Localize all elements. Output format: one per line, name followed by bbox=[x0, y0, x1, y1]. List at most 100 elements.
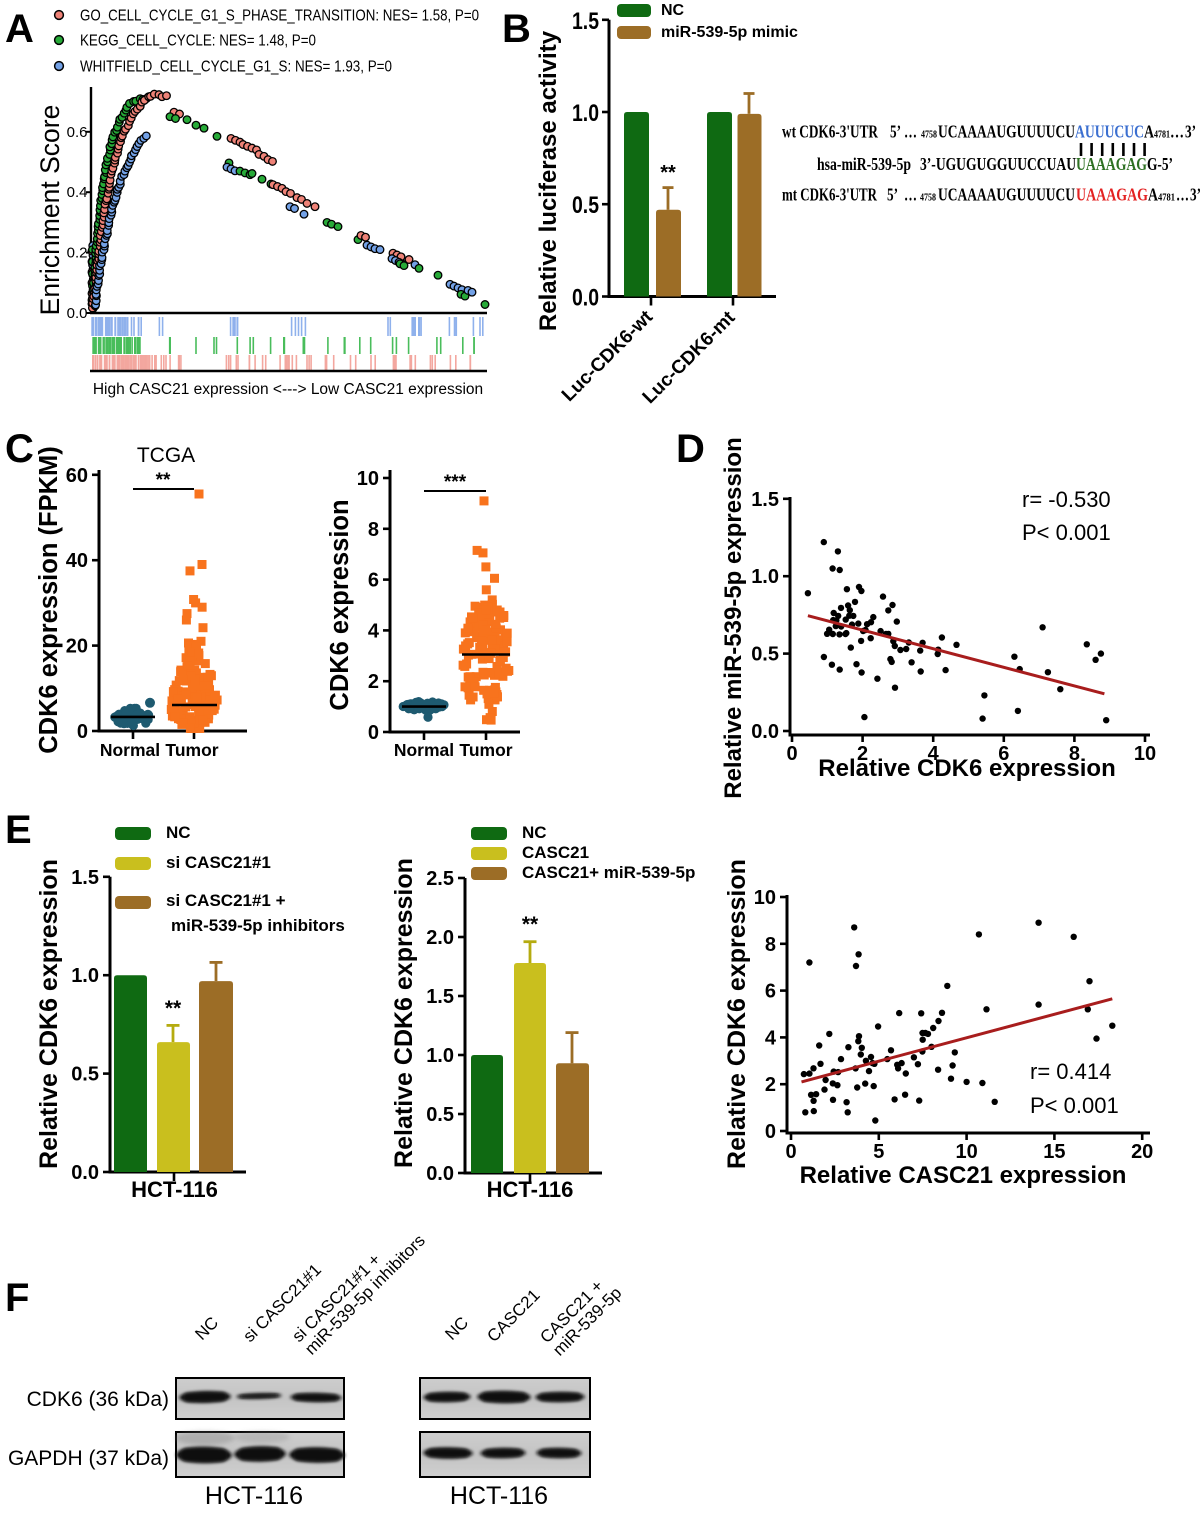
svg-text:20: 20 bbox=[1131, 1141, 1153, 1163]
svg-text:Relative CDK6 expression: Relative CDK6 expression bbox=[723, 859, 751, 1169]
svg-text:1.0: 1.0 bbox=[71, 965, 99, 987]
svg-text:0.0: 0.0 bbox=[751, 721, 779, 743]
svg-text:TCGA: TCGA bbox=[137, 444, 195, 467]
svg-text:Relative CASC21 expression: Relative CASC21 expression bbox=[800, 1162, 1127, 1189]
svg-text:si CASC21#1 +: si CASC21#1 + bbox=[166, 891, 286, 910]
svg-text:1.0: 1.0 bbox=[426, 1045, 454, 1067]
svg-text:0.2: 0.2 bbox=[67, 245, 88, 262]
svg-text:High CASC21 expression <---> L: High CASC21 expression <---> Low CASC21 … bbox=[93, 381, 483, 398]
svg-text:8: 8 bbox=[368, 519, 379, 541]
svg-text:Relative CDK6 expression: Relative CDK6 expression bbox=[390, 858, 418, 1168]
svg-text:miR-539-5p inhibitors: miR-539-5p inhibitors bbox=[171, 916, 345, 935]
svg-text:HCT-116: HCT-116 bbox=[487, 1177, 574, 1202]
svg-text:**: ** bbox=[522, 913, 539, 936]
svg-text:**: ** bbox=[165, 997, 182, 1020]
svg-text:10: 10 bbox=[357, 468, 379, 490]
svg-text:0.0: 0.0 bbox=[426, 1163, 454, 1185]
svg-text:hsa-miR-539-5p3’-UGUGUGGUUCCUA: hsa-miR-539-5p 3’-UGUGUGGUUCCUAUUAAAGAGG-… bbox=[817, 154, 1173, 174]
svg-text:1.5: 1.5 bbox=[751, 489, 779, 511]
svg-text:4: 4 bbox=[368, 620, 380, 642]
svg-text:1.0: 1.0 bbox=[751, 566, 779, 588]
svg-text:Tumor: Tumor bbox=[459, 740, 512, 760]
svg-text:60: 60 bbox=[66, 465, 88, 487]
svg-text:**: ** bbox=[156, 470, 171, 491]
svg-text:HCT-116: HCT-116 bbox=[131, 1177, 218, 1202]
svg-text:0: 0 bbox=[368, 722, 379, 744]
svg-text:4: 4 bbox=[765, 1027, 777, 1049]
svg-text:si CASC21#1: si CASC21#1 bbox=[166, 853, 271, 872]
svg-text:2: 2 bbox=[857, 743, 868, 765]
svg-text:0.5: 0.5 bbox=[751, 644, 779, 666]
svg-text:0: 0 bbox=[785, 1141, 796, 1163]
svg-text:0.0: 0.0 bbox=[71, 1162, 99, 1184]
svg-text:1.5: 1.5 bbox=[572, 8, 599, 35]
svg-text:Normal: Normal bbox=[100, 740, 160, 760]
svg-text:Relative luciferase activity: Relative luciferase activity bbox=[535, 30, 562, 331]
svg-text:E: E bbox=[5, 808, 32, 852]
svg-text:P< 0.001: P< 0.001 bbox=[1030, 1093, 1119, 1118]
svg-text:HCT-116: HCT-116 bbox=[205, 1482, 303, 1508]
svg-text:F: F bbox=[5, 1276, 29, 1320]
svg-text:0: 0 bbox=[786, 743, 797, 765]
svg-text:GO_CELL_CYCLE_G1_S_PHASE_TRANS: GO_CELL_CYCLE_G1_S_PHASE_TRANSITION: NES… bbox=[80, 8, 479, 25]
svg-text:2.0: 2.0 bbox=[426, 927, 454, 949]
svg-text:GAPDH (37 kDa): GAPDH (37 kDa) bbox=[8, 1447, 169, 1470]
svg-text:1.0: 1.0 bbox=[572, 100, 599, 127]
svg-text:Relative miR-539-5p expression: Relative miR-539-5p expression bbox=[720, 437, 747, 799]
svg-text:Enrichment Score: Enrichment Score bbox=[35, 105, 65, 316]
svg-text:10: 10 bbox=[955, 1141, 977, 1163]
svg-text:A: A bbox=[5, 7, 34, 51]
svg-text:0.5: 0.5 bbox=[71, 1064, 99, 1086]
svg-text:4: 4 bbox=[928, 743, 940, 765]
svg-text:CASC21: CASC21 bbox=[522, 843, 589, 862]
svg-text:6: 6 bbox=[765, 981, 776, 1003]
svg-text:2: 2 bbox=[368, 671, 379, 693]
svg-text:40: 40 bbox=[66, 550, 88, 572]
svg-text:Normal: Normal bbox=[394, 740, 454, 760]
svg-text:P< 0.001: P< 0.001 bbox=[1022, 520, 1111, 545]
svg-text:CDK6 expression: CDK6 expression bbox=[326, 499, 354, 710]
svg-text:***: *** bbox=[444, 472, 467, 493]
svg-text:6: 6 bbox=[368, 570, 379, 592]
svg-text:NC: NC bbox=[661, 2, 685, 19]
svg-text:r= 0.414: r= 0.414 bbox=[1030, 1059, 1111, 1084]
svg-text:r= -0.530: r= -0.530 bbox=[1022, 487, 1111, 512]
svg-text:10: 10 bbox=[1134, 743, 1156, 765]
svg-text:0.4: 0.4 bbox=[67, 184, 88, 201]
svg-text:B: B bbox=[502, 7, 531, 51]
svg-text:10: 10 bbox=[754, 887, 776, 909]
svg-text:1.5: 1.5 bbox=[426, 986, 454, 1008]
svg-text:8: 8 bbox=[765, 934, 776, 956]
svg-text:Tumor: Tumor bbox=[165, 740, 218, 760]
svg-text:0.0: 0.0 bbox=[67, 305, 88, 322]
svg-text:0.5: 0.5 bbox=[426, 1104, 454, 1126]
svg-text:8: 8 bbox=[1069, 743, 1080, 765]
svg-text:D: D bbox=[676, 427, 705, 471]
svg-text:0: 0 bbox=[77, 721, 88, 743]
svg-text:miR-539-5p mimic: miR-539-5p mimic bbox=[661, 24, 798, 41]
svg-text:CDK6 expression (FPKM): CDK6 expression (FPKM) bbox=[35, 446, 63, 753]
svg-text:NC: NC bbox=[522, 823, 547, 842]
svg-text:15: 15 bbox=[1043, 1141, 1065, 1163]
svg-text:0.6: 0.6 bbox=[67, 124, 88, 141]
svg-text:5: 5 bbox=[873, 1141, 884, 1163]
svg-text:Relative CDK6 expression: Relative CDK6 expression bbox=[35, 859, 63, 1169]
svg-text:2.5: 2.5 bbox=[426, 868, 454, 890]
svg-text:KEGG_CELL_CYCLE: NES= 1.48, P=: KEGG_CELL_CYCLE: NES= 1.48, P=0 bbox=[80, 33, 316, 50]
svg-text:0: 0 bbox=[765, 1121, 776, 1143]
svg-text:0.0: 0.0 bbox=[572, 285, 599, 312]
svg-text:NC: NC bbox=[166, 823, 191, 842]
svg-text:CASC21+ miR-539-5p: CASC21+ miR-539-5p bbox=[522, 863, 695, 882]
svg-text:20: 20 bbox=[66, 636, 88, 658]
svg-text:CDK6 (36 kDa): CDK6 (36 kDa) bbox=[27, 1388, 169, 1411]
svg-text:Relative CDK6 expression: Relative CDK6 expression bbox=[818, 755, 1115, 782]
svg-text:6: 6 bbox=[998, 743, 1009, 765]
svg-text:WHITFIELD_CELL_CYCLE_G1_S: NES: WHITFIELD_CELL_CYCLE_G1_S: NES= 1.93, P=… bbox=[80, 59, 392, 76]
svg-text:HCT-116: HCT-116 bbox=[450, 1482, 548, 1508]
svg-text:0.5: 0.5 bbox=[572, 192, 599, 219]
svg-text:2: 2 bbox=[765, 1074, 776, 1096]
svg-text:1.5: 1.5 bbox=[71, 867, 99, 889]
svg-text:**: ** bbox=[660, 162, 676, 184]
